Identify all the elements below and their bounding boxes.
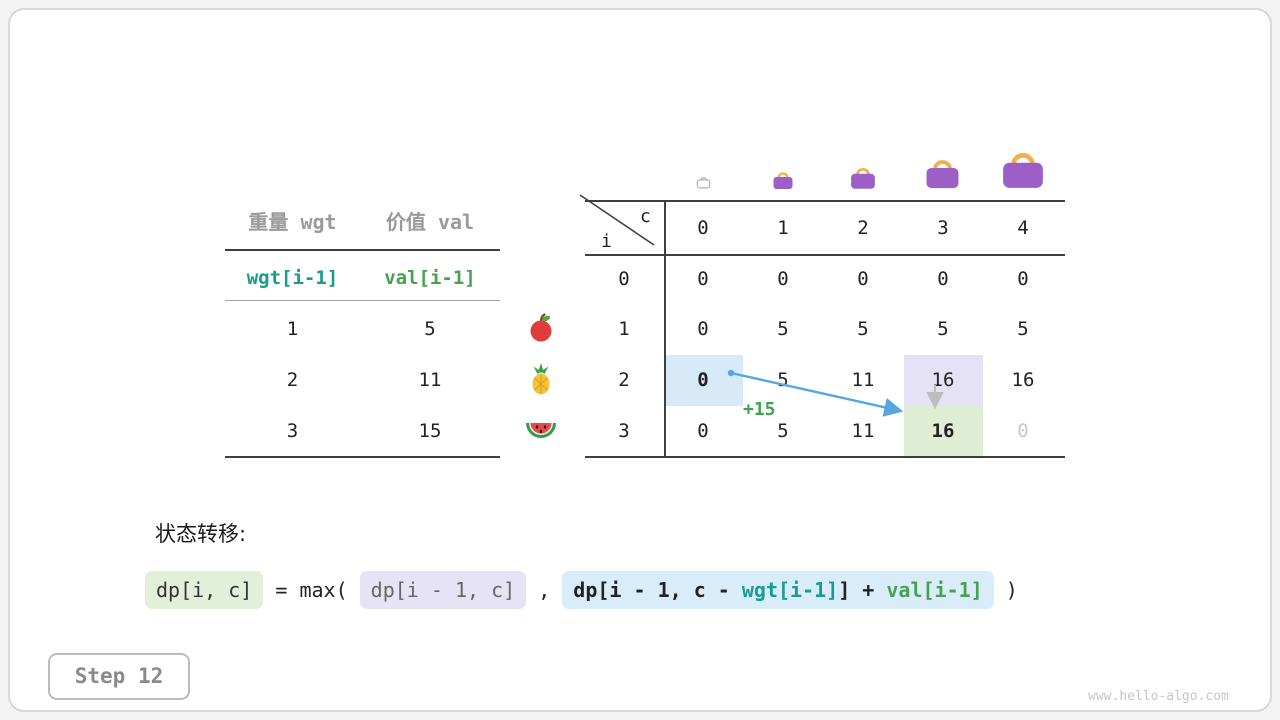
transition-title: 状态转移:	[155, 522, 247, 546]
divider	[585, 456, 1065, 458]
dp-cell: 11	[851, 369, 875, 391]
formula-comma: ,	[526, 578, 563, 602]
dp-cell: 16	[1011, 369, 1035, 391]
dp-col-header: 2	[857, 217, 869, 239]
dp-cell: 5	[777, 318, 789, 340]
dp-corner-i-label: i	[601, 231, 612, 252]
transition-formula: dp[i, c] = max( dp[i - 1, c] , dp[i - 1,…	[145, 571, 1018, 609]
weights-var-val: val[i-1]	[384, 267, 476, 289]
bag-capacity-0-icon	[696, 176, 711, 189]
dp-col-header: 4	[1017, 217, 1029, 239]
formula-option2-val: val[i-1]	[886, 578, 983, 602]
highlight-cell-green	[904, 406, 983, 456]
dp-row-header: 1	[618, 318, 630, 340]
dp-cell: 5	[777, 420, 789, 442]
formula-option2-mid: ] +	[838, 578, 887, 602]
divider	[664, 200, 666, 458]
dp-row-header: 2	[618, 369, 630, 391]
weights-cell: 11	[418, 369, 442, 391]
formula-close-paren: )	[993, 578, 1018, 602]
dp-cell: 5	[857, 318, 869, 340]
dp-cell: 0	[697, 420, 709, 442]
dp-cell: 0	[697, 268, 709, 290]
pineapple-icon	[532, 363, 550, 395]
weights-col-header-wgt: 重量 wgt	[248, 210, 337, 234]
divider	[225, 249, 500, 251]
bag-capacity-2-icon	[851, 167, 875, 189]
formula-option2-prefix: dp[i - 1, c -	[573, 578, 742, 602]
weights-var-wgt: wgt[i-1]	[246, 267, 339, 289]
dp-corner-c-label: c	[640, 206, 651, 227]
dp-col-header: 3	[937, 217, 949, 239]
weights-cell: 15	[418, 420, 442, 442]
dp-col-header: 1	[777, 217, 789, 239]
dp-cell: 5	[937, 318, 949, 340]
step-badge: Step 12	[48, 653, 190, 700]
formula-lhs-box: dp[i, c]	[145, 571, 264, 609]
dp-cell: 5	[1017, 318, 1029, 340]
watermelon-icon	[526, 423, 556, 438]
bag-capacity-4-icon	[1003, 153, 1043, 188]
arrow-gain-label: +15	[743, 399, 776, 420]
weights-cell: 2	[286, 369, 299, 391]
formula-option1-box: dp[i - 1, c]	[359, 571, 527, 609]
dp-row-header: 0	[618, 268, 630, 290]
dp-cell: 11	[851, 420, 875, 442]
weights-cell: 1	[286, 318, 299, 340]
figure-card: 重量 wgt 价值 val wgt[i-1] val[i-1] 1 5 2 11…	[8, 8, 1272, 712]
weights-cell: 5	[424, 318, 436, 340]
divider	[585, 200, 1065, 202]
weights-cell: 3	[286, 420, 299, 442]
formula-option2-box: dp[i - 1, c - wgt[i-1]] + val[i-1]	[562, 571, 994, 609]
divider	[585, 254, 1065, 256]
divider	[225, 456, 500, 458]
dp-cell-above: 16	[931, 369, 955, 391]
bag-capacity-1-icon	[773, 172, 793, 189]
formula-option2-wgt: wgt[i-1]	[741, 578, 839, 602]
watermark: www.hello-algo.com	[1088, 689, 1229, 704]
dp-cell-pending: 0	[1017, 420, 1029, 442]
dp-col-header: 0	[697, 217, 709, 239]
divider	[225, 300, 500, 301]
dp-row-header: 3	[618, 420, 630, 442]
dp-cell: 0	[777, 268, 789, 290]
highlight-cell-blue	[666, 355, 743, 406]
dp-cell: 0	[937, 268, 949, 290]
weights-col-header-val: 价值 val	[385, 210, 475, 234]
dp-cell: 0	[1017, 268, 1029, 290]
dp-cell-source: 0	[697, 369, 709, 391]
bag-capacity-3-icon	[926, 160, 959, 189]
dp-cell: 0	[857, 268, 869, 290]
dp-cell-current: 16	[931, 420, 955, 442]
apple-icon	[530, 313, 552, 342]
formula-eq-max: = max(	[263, 578, 360, 602]
dp-cell: 0	[697, 318, 709, 340]
